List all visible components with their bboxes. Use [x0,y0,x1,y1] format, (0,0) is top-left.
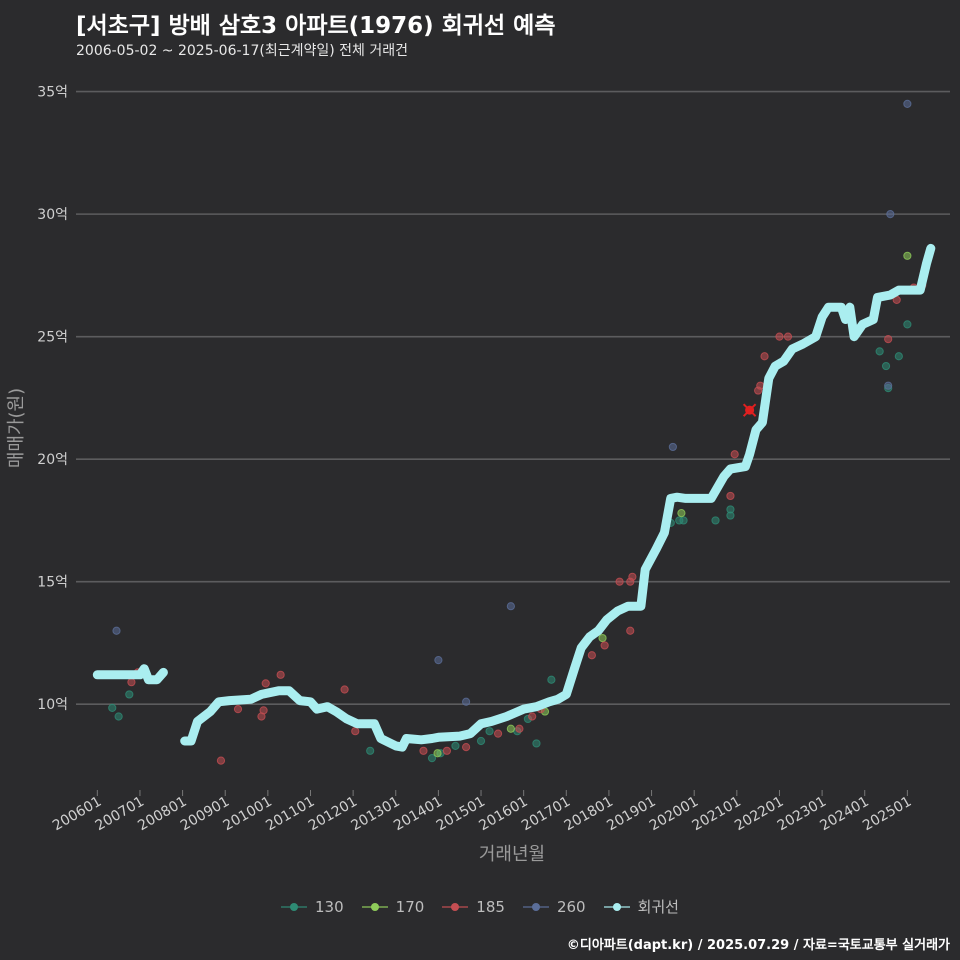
data-point-260 [884,381,893,390]
y-tick-labels: 10억 15억 20억 25억 30억 35억 [37,85,68,714]
data-point-130 [108,703,117,713]
data-point-130 [547,675,556,684]
data-point-185 [626,626,635,635]
legend-key [603,899,630,915]
data-point-130 [114,712,123,721]
source-caption: ©디아파트(dapt.kr) / 2025.07.29 / 자료=국토교통부 실… [566,938,950,953]
y-tick-label: 10억 [37,697,68,713]
legend-label: 260 [556,897,586,916]
data-point-260 [903,99,912,108]
data-point-260 [506,602,515,611]
highlight-marker [742,403,757,417]
data-point-130 [451,741,460,750]
y-tick-label: 35억 [37,85,68,101]
data-point-185 [884,335,893,344]
data-point-130 [875,347,884,356]
data-point-185 [127,678,136,687]
data-point-185 [726,491,735,501]
legend-key [522,899,549,915]
data-point-185 [615,577,624,586]
x-axis-label: 거래년월 [479,844,545,865]
data-point-185 [493,729,503,738]
x-tick-labels: 2006012007012008012009012010012011012012… [50,790,914,834]
data-points [108,99,927,765]
data-point-170 [677,508,686,518]
data-point-130 [125,690,134,699]
legend-item-회귀선: 회귀선 [603,896,679,917]
x-tick-label: 202501 [860,794,914,835]
data-point-185 [259,706,268,715]
data-point-185 [419,746,428,755]
data-point-130 [427,754,437,763]
data-point-185 [442,746,452,755]
legend-item-130: 130 [281,896,344,917]
regression-line-segment [180,243,936,752]
grid-layer [76,90,950,706]
data-point-185 [233,705,243,714]
data-point-185 [462,743,471,752]
data-point-170 [506,724,515,733]
data-point-185 [351,727,360,736]
y-tick-label: 30억 [37,207,68,223]
y-tick-label: 25억 [37,330,68,346]
data-point-185 [730,450,739,459]
legend-label: 회귀선 [637,898,679,916]
legend-label: 170 [395,897,425,916]
y-tick-label: 20억 [37,452,68,468]
regression-line [92,243,936,752]
highlight-cross [742,403,757,417]
data-point-185 [276,670,285,679]
data-point-185 [587,651,596,660]
data-point-260 [434,656,443,665]
data-point-130 [894,352,903,361]
data-point-130 [711,516,720,525]
data-point-185 [528,712,537,721]
data-point-170 [598,633,607,643]
data-point-260 [886,210,895,219]
y-tick-label: 15억 [37,575,68,591]
legend-item-185: 185 [442,896,505,917]
data-point-130 [476,736,486,746]
data-point-260 [462,697,471,706]
legend-label: 130 [315,897,344,916]
legend-item-260: 260 [522,896,586,917]
y-axis-label: 매매가(원) [6,388,27,468]
data-point-170 [903,251,912,260]
data-point-185 [600,641,609,650]
data-point-260 [112,626,121,635]
legend-key [281,899,308,915]
data-point-185 [760,352,769,361]
data-point-260 [668,442,677,452]
data-point-185 [261,679,270,688]
regression-line-segment [92,664,168,685]
data-point-185 [756,381,765,390]
data-point-185 [340,685,349,694]
data-point-130 [679,516,688,525]
legend: 130 170 185 260 회귀선 [0,896,960,917]
data-point-130 [366,746,375,755]
chart-subtitle: 2006-05-02 ~ 2025-06-17(최근계약일) 전체 거래건 [76,43,408,59]
data-point-130 [881,361,891,371]
data-point-130 [726,505,735,514]
legend-item-170: 170 [361,896,425,917]
data-point-185 [775,332,784,341]
chart-plot: 10억 15억 20억 25억 30억 35억 200601200701200801200… [6,85,950,865]
legend-label: 185 [476,897,505,916]
data-point-170 [433,749,442,758]
data-point-130 [532,739,541,748]
legend-key [361,899,388,915]
chart-title: [서초구] 방배 삼호3 아파트(1976) 회귀선 예측 [76,13,556,39]
data-point-130 [903,320,912,329]
data-point-185 [783,332,793,341]
data-point-130 [485,727,494,736]
data-point-185 [628,572,637,581]
legend-key [442,899,469,915]
data-point-185 [216,756,226,765]
data-point-185 [515,724,524,733]
